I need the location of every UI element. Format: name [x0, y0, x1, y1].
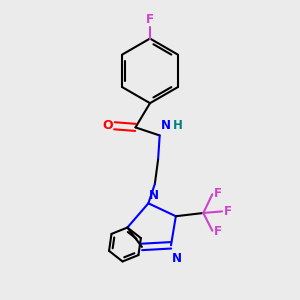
Text: N: N [172, 252, 182, 265]
Text: F: F [146, 13, 154, 26]
Text: F: F [224, 205, 232, 218]
Text: F: F [214, 225, 222, 238]
Text: H: H [172, 119, 182, 132]
Text: O: O [102, 118, 113, 132]
Text: F: F [214, 187, 222, 200]
Text: N: N [161, 119, 171, 132]
Text: N: N [149, 189, 159, 202]
